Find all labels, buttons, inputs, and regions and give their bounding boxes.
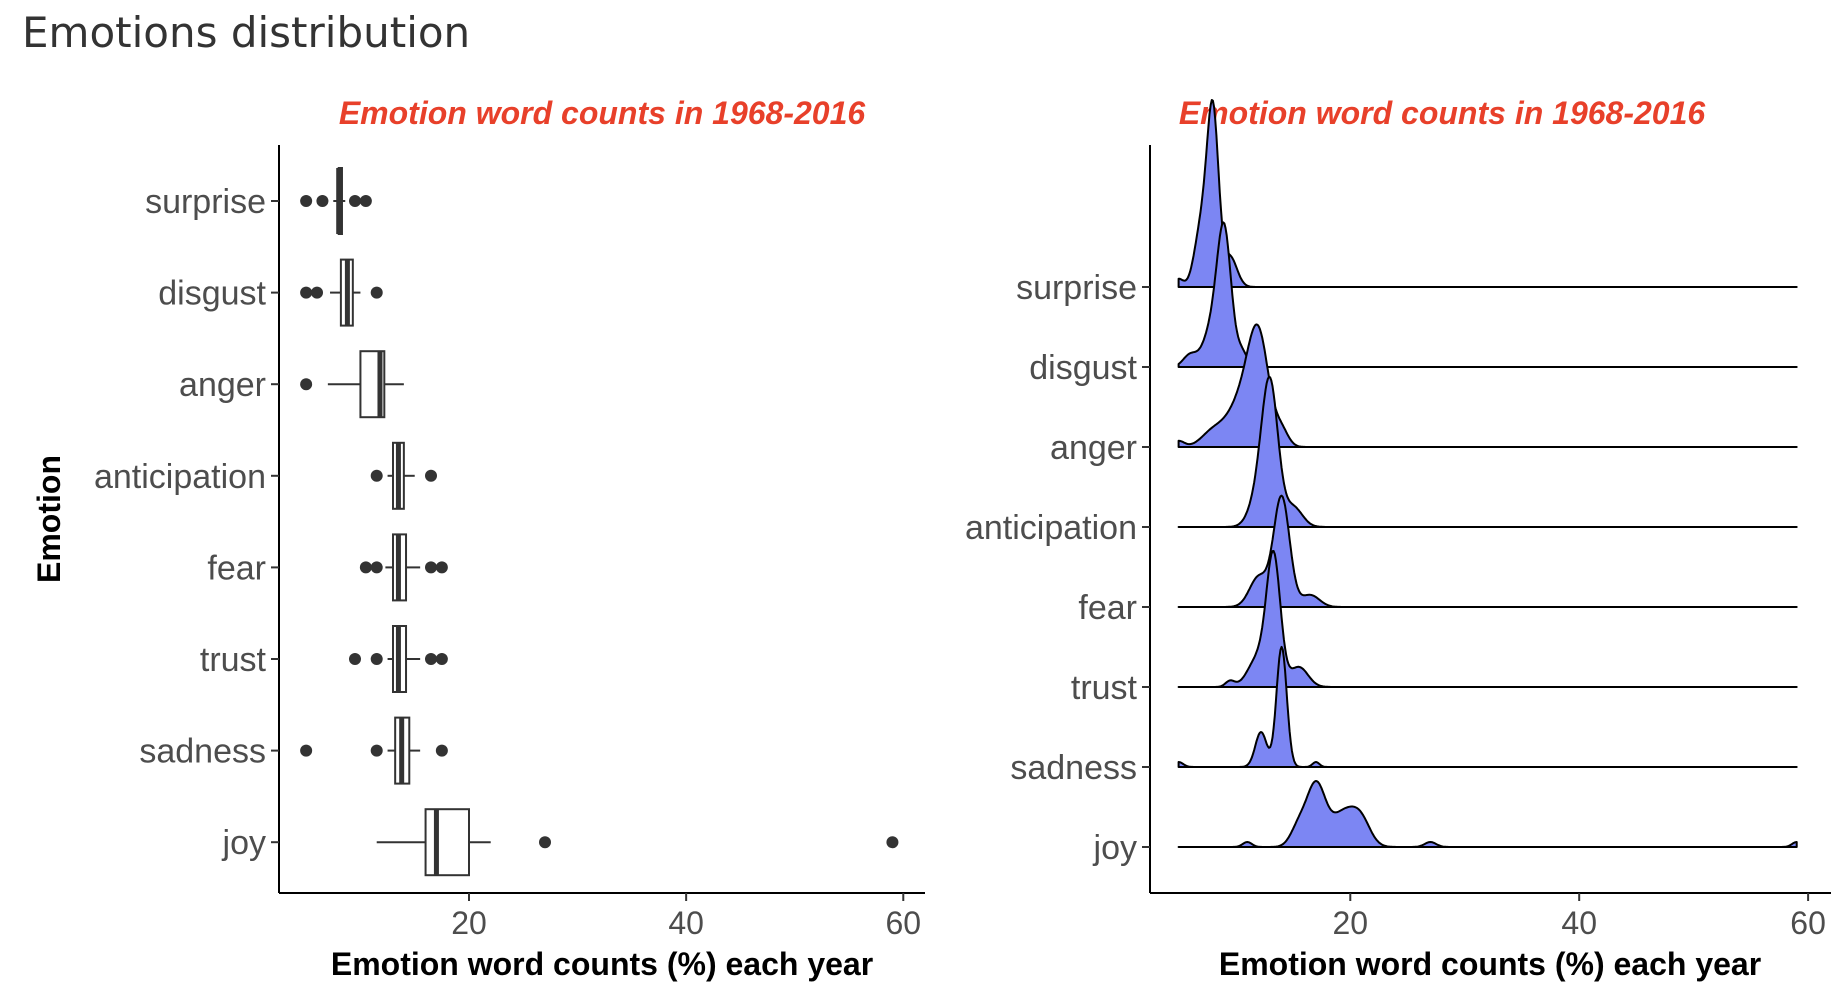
boxplot-x-axis-title: Emotion word counts (%) each year (331, 946, 873, 982)
boxplot-x-tick-label: 60 (885, 905, 921, 941)
ridgeline-category-label: fear (1078, 589, 1137, 627)
ridgeline-panel: Emotion word counts in 1968-2016 surprise… (965, 95, 1831, 982)
box-anticipation (371, 443, 437, 509)
boxplot-y-axis-title: Emotion (31, 455, 67, 583)
boxplot-x-tick-label: 40 (668, 905, 704, 941)
ridge-disgust (1179, 222, 1797, 367)
boxplot-category-label: joy (222, 824, 266, 862)
boxplot-category-label: fear (207, 549, 266, 587)
box-outlier-point (360, 561, 372, 573)
boxplot-category-label: trust (200, 641, 267, 679)
boxplot-category-label: surprise (145, 183, 266, 221)
boxplot-panel: Emotion word counts in 1968-2016 surprise… (31, 95, 925, 982)
box-outlier-point (425, 653, 437, 665)
box-outlier-point (425, 470, 437, 482)
box-outlier-point (371, 653, 383, 665)
ridgeline-x-tick-label: 20 (1332, 905, 1368, 941)
boxplot-title: Emotion word counts in 1968-2016 (339, 95, 866, 131)
box-outlier-point (300, 378, 312, 390)
box-fear (360, 534, 448, 600)
box-outlier-point (300, 195, 312, 207)
box-surprise (300, 168, 372, 234)
ridge-anticipation (1179, 377, 1797, 527)
ridgeline-x-tick-label: 40 (1561, 905, 1597, 941)
box-trust (349, 626, 448, 692)
boxplot-x-tick-label: 20 (451, 905, 487, 941)
box-outlier-point (316, 195, 328, 207)
box-outlier-point (311, 287, 323, 299)
box-outlier-point (886, 836, 898, 848)
box-outlier-point (436, 653, 448, 665)
box-outlier-point (371, 561, 383, 573)
ridgeline-category-label: surprise (1016, 269, 1137, 307)
box-outlier-point (539, 836, 551, 848)
box-outlier-point (349, 653, 361, 665)
ridgeline-category-label: joy (1093, 829, 1137, 867)
boxplot-category-label: disgust (158, 275, 266, 313)
box-outlier-point (300, 745, 312, 757)
ridgeline-x-axis-title: Emotion word counts (%) each year (1219, 946, 1761, 982)
box-iqr (426, 809, 469, 875)
ridgeline-title: Emotion word counts in 1968-2016 (1179, 95, 1706, 131)
ridgeline-category-label: sadness (1010, 749, 1137, 787)
ridgeline-x-tick-label: 60 (1790, 905, 1826, 941)
box-outlier-point (436, 745, 448, 757)
ridgeline-category-label: trust (1071, 669, 1138, 707)
box-outlier-point (371, 287, 383, 299)
ridgeline-category-label: anger (1050, 429, 1137, 467)
box-joy (377, 809, 899, 875)
ridgeline-category-label: disgust (1029, 349, 1137, 387)
ridge-trust (1179, 551, 1797, 687)
boxplot-category-label: sadness (139, 733, 266, 771)
box-outlier-point (371, 745, 383, 757)
box-outlier-point (425, 561, 437, 573)
ridge-joy (1179, 781, 1797, 847)
boxplot-category-label: anticipation (94, 458, 266, 496)
box-outlier-point (371, 470, 383, 482)
box-outlier-point (349, 195, 361, 207)
box-outlier-point (300, 287, 312, 299)
box-outlier-point (360, 195, 372, 207)
ridgeline-category-label: anticipation (965, 509, 1137, 547)
box-sadness (300, 718, 448, 784)
boxplot-category-label: anger (179, 366, 266, 404)
box-disgust (300, 260, 383, 326)
box-anger (300, 351, 404, 417)
box-outlier-point (436, 561, 448, 573)
